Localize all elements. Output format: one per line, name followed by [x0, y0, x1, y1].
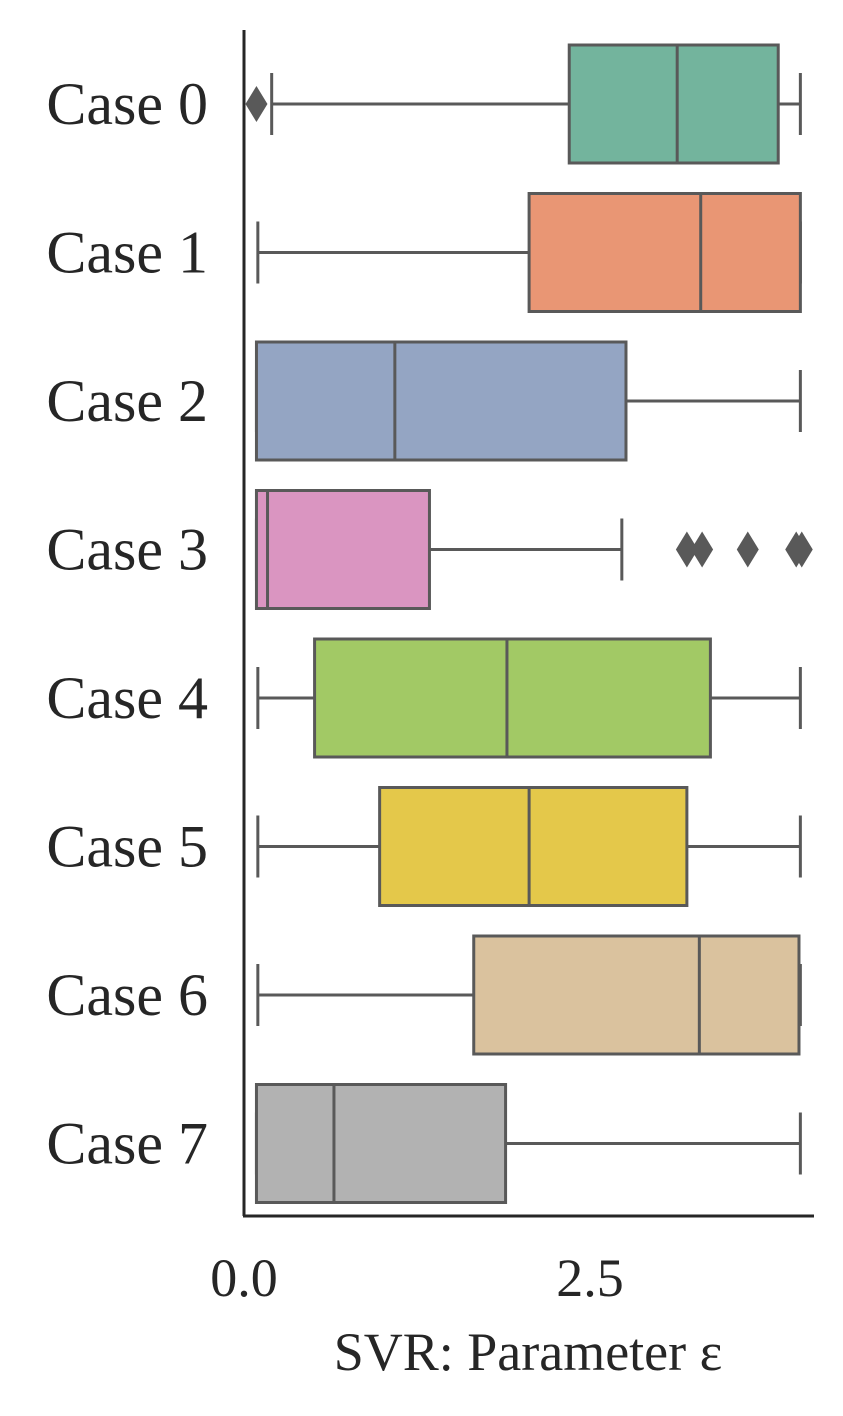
- case-0-tick-label: Case 0: [46, 71, 208, 137]
- case-0-outlier-0: [245, 86, 268, 122]
- case-7-box: [254, 1083, 508, 1204]
- case-2-tick-label: Case 2: [46, 368, 208, 434]
- case-3-outlier-4: [790, 531, 813, 568]
- case-5-tick-label: Case 5: [46, 814, 208, 880]
- y-tick-labels: Case 0 Case 1 Case 2 Case 3 Case 4 Case 5 Case…: [46, 71, 208, 1177]
- case-4-tick-label: Case 4: [46, 665, 208, 731]
- case-3-outlier-0: [675, 531, 698, 568]
- case-1-box: [527, 192, 802, 313]
- x-tick-labels: 0.0 2.5: [210, 1248, 624, 1308]
- x-tick-label-0: 0.0: [210, 1248, 278, 1308]
- case-3-outlier-1: [691, 531, 714, 568]
- case-7-tick-label: Case 7: [46, 1111, 208, 1177]
- case-0-box: [567, 43, 780, 165]
- x-tick-label-1: 2.5: [556, 1248, 624, 1308]
- case-3-outlier-2: [736, 531, 759, 568]
- case-4-box: [313, 637, 712, 759]
- case-6-box: [472, 934, 801, 1056]
- case-5-box: [378, 786, 689, 907]
- plot-area: [245, 43, 813, 1204]
- x-axis-label: SVR: Parameter ε: [334, 1322, 723, 1382]
- case-3-box: [254, 489, 431, 610]
- case-3-tick-label: Case 3: [46, 517, 208, 583]
- case-2-box: [254, 340, 628, 462]
- case-6-tick-label: Case 6: [46, 962, 208, 1028]
- case-1-tick-label: Case 1: [46, 220, 208, 286]
